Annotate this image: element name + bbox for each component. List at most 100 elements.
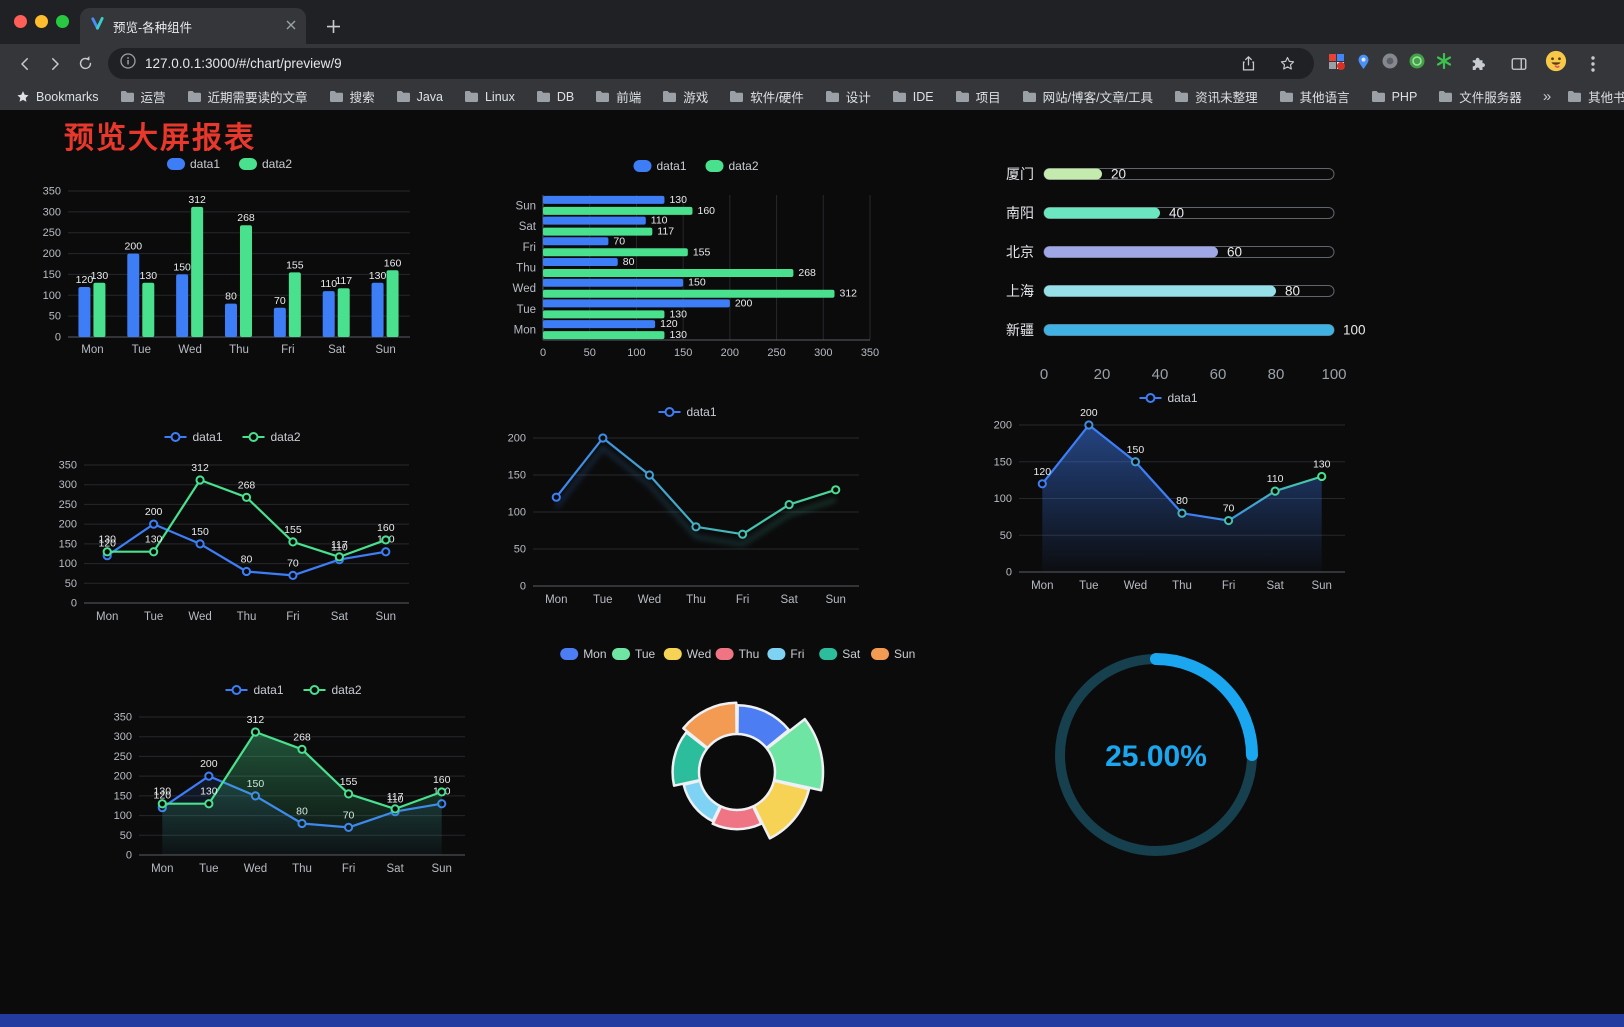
folder-icon — [1022, 91, 1036, 102]
browser-tab[interactable]: 预览-各种组件 — [80, 8, 306, 44]
bookmark-folder[interactable]: 运营 — [120, 87, 166, 106]
tab-close-icon[interactable] — [286, 17, 296, 35]
bookmark-folder[interactable]: 软件/硬件 — [729, 87, 804, 106]
svg-text:50: 50 — [120, 830, 132, 842]
fullscreen-window-button[interactable] — [56, 15, 69, 28]
bookmark-folder[interactable]: 近期需要读的文章 — [187, 87, 308, 106]
svg-text:Fri: Fri — [736, 594, 749, 606]
extensions-puzzle-icon[interactable] — [1463, 49, 1493, 79]
svg-text:data1: data1 — [193, 430, 223, 444]
other-bookmarks-folder[interactable]: 其他书签 — [1567, 87, 1624, 106]
bookmark-folder[interactable]: IDE — [892, 90, 934, 104]
svg-text:新疆: 新疆 — [1006, 322, 1034, 338]
svg-text:Thu: Thu — [237, 611, 257, 623]
bookmark-folder[interactable]: DB — [536, 90, 574, 104]
folder-icon — [892, 91, 906, 102]
folder-icon — [955, 91, 969, 102]
svg-text:Sat: Sat — [519, 221, 537, 233]
site-info-icon[interactable] — [120, 53, 136, 74]
side-panel-icon[interactable] — [1504, 49, 1534, 79]
svg-text:250: 250 — [114, 751, 132, 763]
bookmark-folder[interactable]: PHP — [1371, 90, 1417, 104]
svg-text:Mon: Mon — [545, 594, 567, 606]
svg-text:200: 200 — [125, 241, 143, 253]
svg-text:50: 50 — [49, 311, 61, 323]
svg-text:北京: 北京 — [1006, 244, 1034, 260]
svg-text:130: 130 — [98, 534, 116, 546]
svg-text:Sun: Sun — [516, 200, 536, 212]
bookmark-folder[interactable]: Linux — [464, 90, 515, 104]
bookmark-folder[interactable]: 项目 — [955, 87, 1001, 106]
svg-text:data2: data2 — [262, 157, 292, 171]
chart-svg: data1 data2 0 50 100 150 200 250 300 350 Mon Tue Wed… — [114, 683, 465, 875]
svg-text:312: 312 — [247, 714, 265, 726]
bookmark-folder[interactable]: 设计 — [825, 87, 871, 106]
svg-text:200: 200 — [145, 506, 163, 518]
bookmark-folder[interactable]: 资讯未整理 — [1174, 87, 1258, 106]
extension-gray-icon[interactable] — [1382, 53, 1398, 74]
new-tab-button[interactable] — [320, 13, 346, 39]
profile-avatar[interactable] — [1545, 50, 1567, 77]
bookmark-folder[interactable]: 网站/博客/文章/工具 — [1022, 87, 1153, 106]
share-icon[interactable] — [1233, 49, 1263, 79]
svg-text:50: 50 — [584, 347, 596, 359]
address-bar[interactable]: 127.0.0.1:3000/#/chart/preview/9 — [108, 48, 1314, 79]
svg-text:Fri: Fri — [790, 647, 804, 661]
svg-text:130: 130 — [669, 308, 687, 320]
svg-text:80: 80 — [225, 291, 237, 303]
svg-text:50: 50 — [65, 578, 77, 590]
svg-text:data2: data2 — [271, 430, 301, 444]
extension-green-icon[interactable] — [1409, 53, 1425, 74]
bookmark-folder[interactable]: Java — [396, 90, 443, 104]
bookmark-bookmarks[interactable]: Bookmarks — [16, 90, 99, 104]
svg-text:200: 200 — [114, 771, 132, 783]
minimize-window-button[interactable] — [35, 15, 48, 28]
svg-text:300: 300 — [114, 731, 132, 743]
back-icon[interactable] — [10, 49, 40, 79]
bookmark-folder[interactable]: 文件服务器 — [1438, 87, 1522, 106]
extension-idm-icon[interactable] — [1328, 53, 1345, 75]
svg-text:Thu: Thu — [739, 647, 760, 661]
bookmarks-overflow-chevron[interactable]: » — [1542, 88, 1552, 105]
svg-text:350: 350 — [59, 460, 77, 472]
svg-text:160: 160 — [697, 205, 715, 217]
close-window-button[interactable] — [14, 15, 27, 28]
bookmark-folder[interactable]: 其他语言 — [1279, 87, 1350, 106]
bookmark-folder[interactable]: 前端 — [595, 87, 641, 106]
chart-grouped-bar: data1 data2 0 50 100 150 200 250 300 350 Mon 120 130… — [36, 152, 426, 380]
menu-kebab-icon[interactable] — [1578, 49, 1608, 79]
bookmark-folder[interactable]: 搜索 — [329, 87, 375, 106]
svg-text:117: 117 — [387, 791, 404, 803]
svg-text:Sat: Sat — [1267, 580, 1285, 592]
svg-text:117: 117 — [657, 226, 674, 238]
svg-text:70: 70 — [1223, 503, 1235, 515]
svg-text:Wed: Wed — [513, 283, 536, 295]
reload-icon[interactable] — [70, 49, 100, 79]
bookmark-folder[interactable]: 游戏 — [662, 87, 708, 106]
svg-text:Tue: Tue — [635, 647, 656, 661]
extension-pin-icon[interactable] — [1356, 53, 1371, 75]
svg-text:Sun: Sun — [375, 344, 395, 356]
svg-text:250: 250 — [43, 227, 61, 239]
svg-text:100: 100 — [43, 290, 61, 302]
svg-text:70: 70 — [287, 557, 299, 569]
svg-text:Mon: Mon — [1031, 580, 1053, 592]
bookmark-star-icon[interactable] — [1272, 49, 1302, 79]
folder-icon — [1279, 91, 1293, 102]
svg-text:0: 0 — [520, 581, 526, 593]
chart-rose-pie: Mon Tue Wed Thu Fri Sat Sun — [552, 638, 922, 888]
forward-icon[interactable] — [40, 49, 70, 79]
chart-svg: 25.00% — [1055, 653, 1258, 856]
svg-text:100: 100 — [994, 493, 1012, 505]
svg-text:Fri: Fri — [1222, 580, 1235, 592]
folder-icon — [1439, 91, 1453, 102]
svg-text:data2: data2 — [729, 159, 759, 173]
chart-capsule: 厦门 20 南阳 40 北京 60 上海 80 新疆 100 0 20 40 60 80 100 — [988, 155, 1373, 400]
chart-svg: data1 0 50 100 150 200 Mon Tue Wed Thu Fri Sat Sun 12… — [994, 391, 1345, 592]
extension-star-icon[interactable] — [1436, 52, 1452, 74]
svg-text:300: 300 — [814, 347, 832, 359]
svg-text:150: 150 — [688, 277, 706, 289]
svg-text:Thu: Thu — [229, 344, 249, 356]
svg-text:100: 100 — [114, 810, 132, 822]
